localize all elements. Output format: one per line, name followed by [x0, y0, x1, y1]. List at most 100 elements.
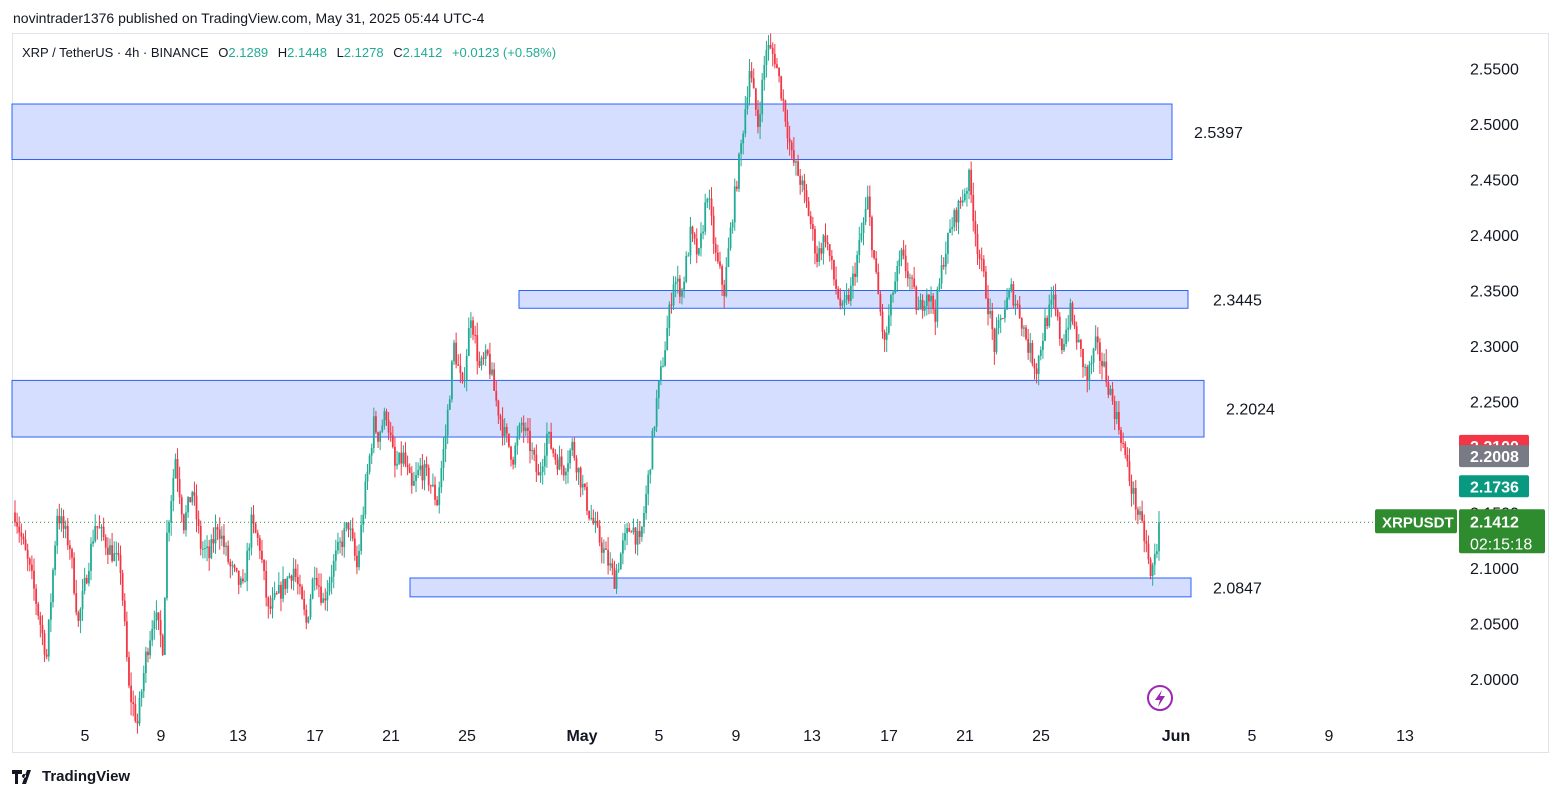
lightning-icon[interactable]	[1147, 685, 1173, 711]
candle-body	[343, 528, 346, 547]
candle-body	[949, 228, 951, 233]
candle	[119, 545, 122, 585]
candle	[375, 410, 377, 434]
candle	[98, 515, 101, 529]
candle	[999, 314, 1002, 334]
candle	[841, 300, 844, 310]
candle-body	[524, 427, 527, 432]
candle	[997, 314, 1000, 335]
symbol-title[interactable]: XRP / TetherUS · 4h · BINANCE	[22, 45, 209, 60]
candle	[896, 260, 899, 293]
candle	[244, 572, 246, 583]
candle-body	[630, 531, 633, 533]
candle-body	[425, 464, 428, 468]
candle-body	[208, 546, 211, 559]
price-tag-label: 2.2008	[1470, 449, 1519, 466]
candle-body	[611, 563, 614, 569]
candle	[311, 577, 314, 600]
candle-body	[396, 463, 398, 466]
candle	[761, 72, 764, 123]
candle-body	[1147, 543, 1150, 560]
candle	[683, 276, 685, 298]
open-value: 2.1289	[228, 45, 269, 60]
price-tag-bg	[1459, 445, 1529, 468]
candle	[906, 262, 909, 287]
candle-body	[653, 426, 656, 431]
candle	[605, 541, 607, 550]
candle	[345, 522, 348, 532]
candle-body	[668, 304, 671, 329]
candle-body	[52, 569, 54, 603]
zone-price-label: 2.3445	[1213, 292, 1262, 309]
candle	[387, 412, 390, 441]
candle	[482, 352, 485, 365]
candle	[153, 610, 156, 640]
candle-body	[117, 552, 120, 556]
candle	[322, 592, 325, 604]
candle	[22, 533, 25, 545]
candle	[1092, 347, 1095, 373]
candle-body	[767, 44, 770, 50]
candle	[49, 593, 52, 633]
low-value: 2.1278	[343, 45, 384, 60]
price-tag-bg	[1459, 475, 1529, 498]
candle-body	[429, 485, 432, 487]
candle	[39, 611, 42, 638]
candle-body	[1115, 411, 1118, 420]
candle	[353, 532, 356, 561]
candle	[1016, 300, 1019, 309]
candle	[465, 349, 468, 392]
candle-body	[727, 248, 730, 268]
candle-body	[923, 306, 926, 311]
candle-body	[562, 466, 565, 476]
candle-body	[953, 210, 956, 228]
candle	[839, 288, 842, 310]
x-axis-tick-label: 5	[81, 728, 90, 745]
candle	[569, 448, 572, 469]
candle-body	[294, 568, 297, 578]
candle	[347, 522, 350, 538]
candle-body	[290, 575, 293, 581]
candle-body	[966, 191, 968, 194]
candle-body	[178, 479, 181, 498]
candle	[1042, 332, 1044, 359]
candle	[856, 250, 859, 283]
candle-body	[1069, 303, 1072, 328]
candle	[871, 215, 873, 258]
candle	[413, 471, 415, 487]
candle-body	[366, 471, 369, 482]
candle	[706, 197, 709, 209]
candle-body	[1012, 284, 1015, 306]
lightning-icon-bolt	[1155, 690, 1165, 707]
candle-body	[398, 452, 401, 464]
zone-price-label: 2.5397	[1194, 125, 1243, 142]
candle	[410, 466, 413, 494]
candle-body	[847, 294, 850, 301]
candle-body	[47, 619, 50, 657]
candle	[837, 286, 840, 300]
candle-body	[345, 522, 348, 529]
candle	[757, 100, 759, 134]
candle-body	[771, 47, 774, 54]
candle	[653, 426, 656, 437]
candle	[824, 223, 827, 248]
y-axis-tick-label: 2.0500	[1470, 617, 1519, 634]
candle-body	[993, 329, 996, 352]
candle-body	[571, 441, 574, 451]
candle-body	[309, 598, 312, 618]
last-price-value: 2.1412	[1470, 514, 1519, 531]
candle	[214, 514, 217, 554]
candle	[1113, 395, 1116, 431]
candle-body	[212, 539, 215, 544]
candle	[687, 252, 690, 257]
candle	[94, 514, 97, 543]
candle	[1031, 340, 1034, 367]
candle-body	[776, 64, 778, 68]
candle	[913, 267, 916, 290]
candle	[1001, 317, 1004, 320]
candle	[636, 519, 639, 556]
candle-body	[554, 453, 557, 460]
candle	[491, 362, 493, 377]
tradingview-footer[interactable]: TradingView	[12, 768, 130, 785]
